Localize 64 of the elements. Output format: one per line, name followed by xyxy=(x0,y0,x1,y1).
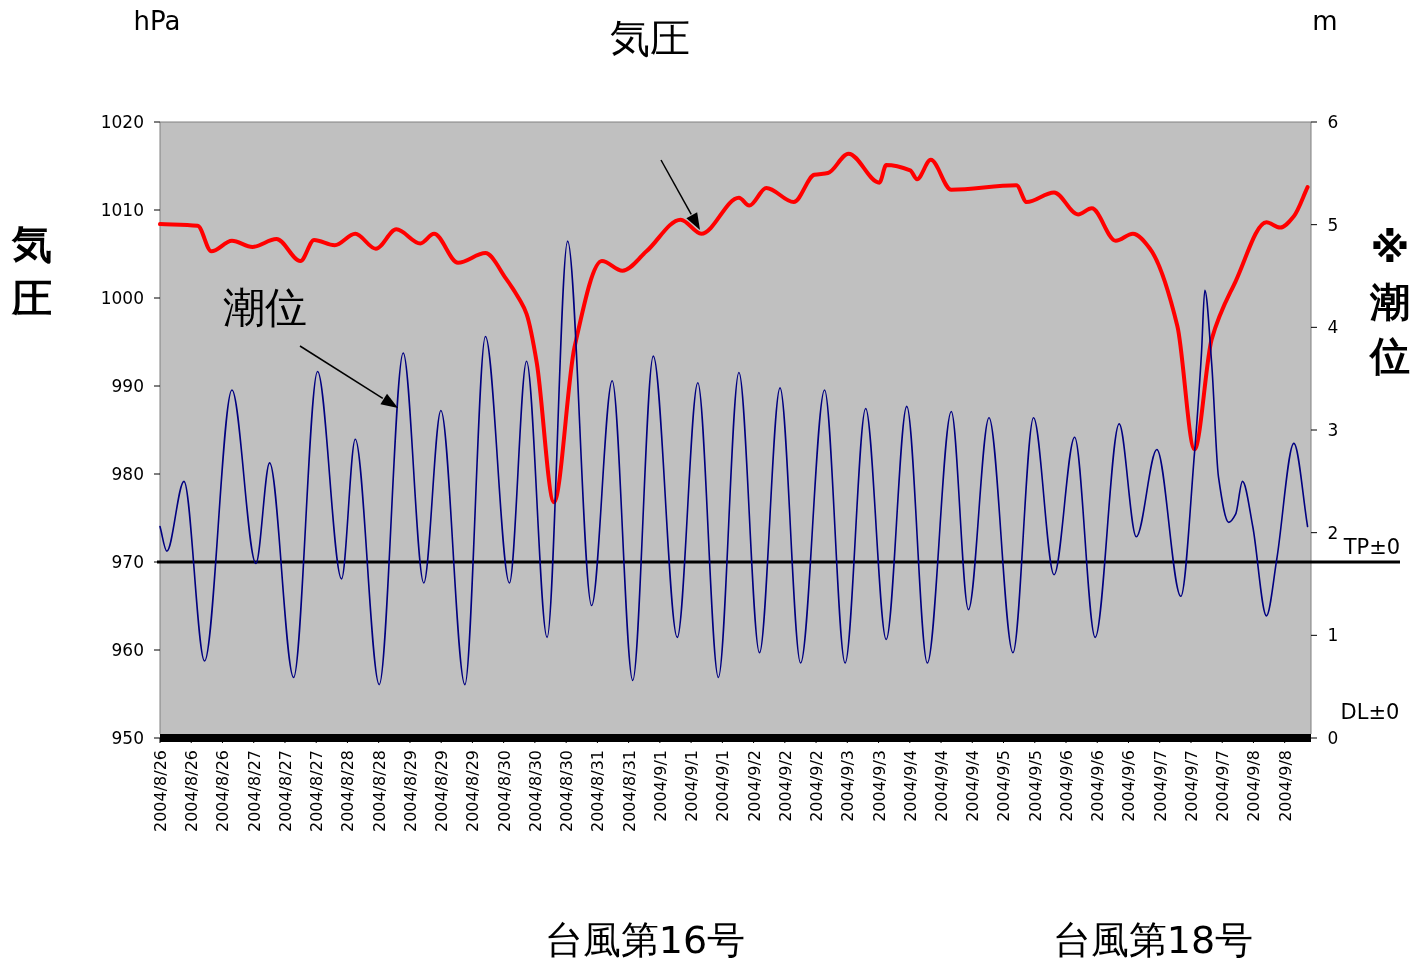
y-tick-label: 1020 xyxy=(100,112,144,132)
x-tick-label: 2004/9/7 xyxy=(1181,750,1201,822)
y-tick-label: 950 xyxy=(111,728,144,748)
x-tick-label: 2004/9/7 xyxy=(1213,750,1233,822)
x-tick-label: 2004/9/1 xyxy=(682,750,702,822)
x-tick-label: 2004/8/28 xyxy=(369,750,389,833)
x-tick-label: 2004/9/7 xyxy=(1150,750,1170,822)
x-tick-label: 2004/8/26 xyxy=(151,750,170,833)
ref-line-label: TP±0 xyxy=(1342,535,1401,559)
x-tick-label: 2004/9/6 xyxy=(1057,750,1077,822)
y2-tick-label: 5 xyxy=(1327,214,1339,235)
x-tick-label: 2004/9/4 xyxy=(900,750,920,822)
y2-tick-label: 2 xyxy=(1327,522,1339,543)
x-tick-label: 2004/8/29 xyxy=(463,750,483,833)
text: hPa xyxy=(133,6,181,36)
x-tick-label: 2004/8/27 xyxy=(244,750,264,833)
annotation: 潮位 xyxy=(223,283,307,332)
y-tick-label: 1010 xyxy=(100,200,144,220)
y2-tick-label: 3 xyxy=(1327,420,1339,440)
x-tick-label: 2004/9/2 xyxy=(775,750,795,822)
y-axis-title: 気圧 xyxy=(11,221,52,321)
x-tick-label: 2004/9/6 xyxy=(1088,750,1108,822)
x-tick-label: 2004/9/8 xyxy=(1244,750,1264,822)
x-tick-label: 2004/9/4 xyxy=(932,750,952,822)
text: m xyxy=(1312,6,1338,36)
x-tick-label: 2004/9/3 xyxy=(838,750,858,822)
y2-tick-label: 6 xyxy=(1327,112,1339,132)
y-tick-label: 960 xyxy=(111,640,144,660)
x-tick-label: 2004/9/6 xyxy=(1119,750,1139,822)
x-tick-label: 2004/8/30 xyxy=(494,750,514,833)
x-tick-label: 2004/8/27 xyxy=(275,750,295,833)
x-tick-label: 2004/9/2 xyxy=(744,750,764,822)
chart-title: 気圧 xyxy=(610,15,690,61)
line-series xyxy=(159,240,1309,686)
x-tick-label: 2004/9/8 xyxy=(1275,750,1295,822)
x-tick-label: 2004/8/26 xyxy=(182,750,202,833)
y-tick-label: 1000 xyxy=(100,288,144,308)
x-tick-label: 2004/8/29 xyxy=(432,750,452,833)
x-tick-label: 2004/8/29 xyxy=(400,750,420,833)
text: DL±0 xyxy=(1340,700,1400,724)
text: 台風第18号 xyxy=(1052,918,1254,962)
x-tick-label: 2004/9/1 xyxy=(650,750,670,822)
line-series xyxy=(158,151,1310,505)
x-tick-label: 2004/8/30 xyxy=(525,750,545,833)
x-tick-label: 2004/9/1 xyxy=(713,750,733,822)
y2-axis-title: ※潮位 xyxy=(1368,225,1410,379)
x-tick-label: 2004/8/27 xyxy=(307,750,327,833)
text: 台風第16号 xyxy=(544,918,746,962)
x-tick-label: 2004/9/4 xyxy=(963,750,983,822)
x-tick-label: 2004/9/2 xyxy=(807,750,827,822)
x-tick-label: 2004/8/31 xyxy=(588,750,608,833)
y2-tick-label: 1 xyxy=(1327,625,1339,646)
x-tick-label: 2004/8/31 xyxy=(619,750,639,833)
y-tick-label: 970 xyxy=(111,552,144,572)
y2-tick-label: 4 xyxy=(1327,317,1339,338)
x-tick-label: 2004/9/3 xyxy=(869,750,889,822)
y-tick-label: 980 xyxy=(111,464,144,484)
y-tick-label: 990 xyxy=(111,376,144,396)
y2-tick-label: 0 xyxy=(1327,728,1339,748)
x-tick-label: 2004/9/5 xyxy=(1025,750,1045,822)
x-tick-label: 2004/8/28 xyxy=(338,750,358,833)
x-tick-label: 2004/9/5 xyxy=(994,750,1014,822)
x-tick-label: 2004/8/26 xyxy=(213,750,233,833)
x-tick-label: 2004/8/30 xyxy=(557,750,577,833)
